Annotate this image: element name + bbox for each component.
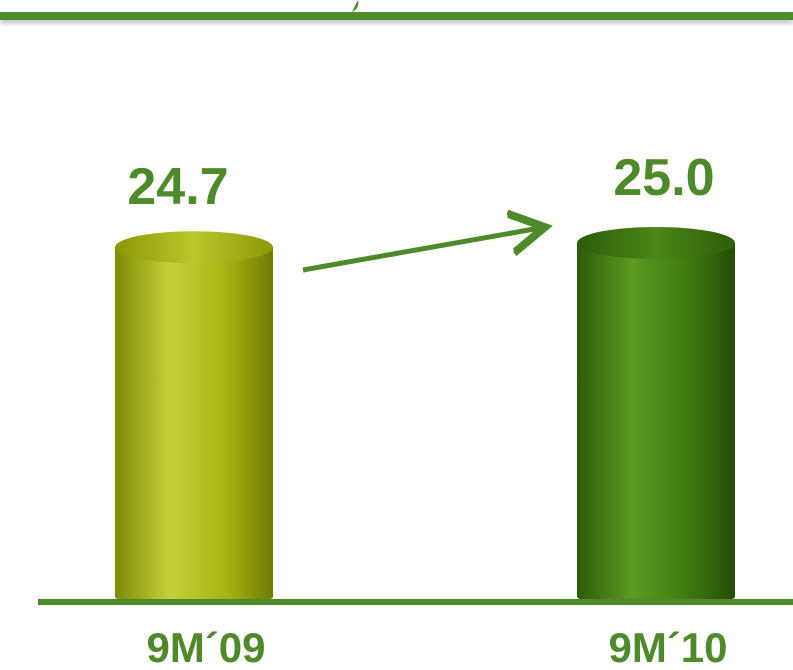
category-label-9m09: 9M´09 xyxy=(146,624,265,670)
value-label-9m09: 24.7 xyxy=(127,158,228,216)
value-label-9m10: 25.0 xyxy=(613,149,714,207)
header-rule xyxy=(0,12,793,20)
growth-arrow xyxy=(302,228,540,273)
bar-9m09 xyxy=(115,231,273,605)
bar-9m10 xyxy=(577,227,735,605)
category-label-9m10: 9M´10 xyxy=(608,624,727,670)
x-axis-baseline xyxy=(38,599,793,605)
header-glyph-fragment xyxy=(352,0,359,12)
header-rule-shadow xyxy=(0,19,793,23)
